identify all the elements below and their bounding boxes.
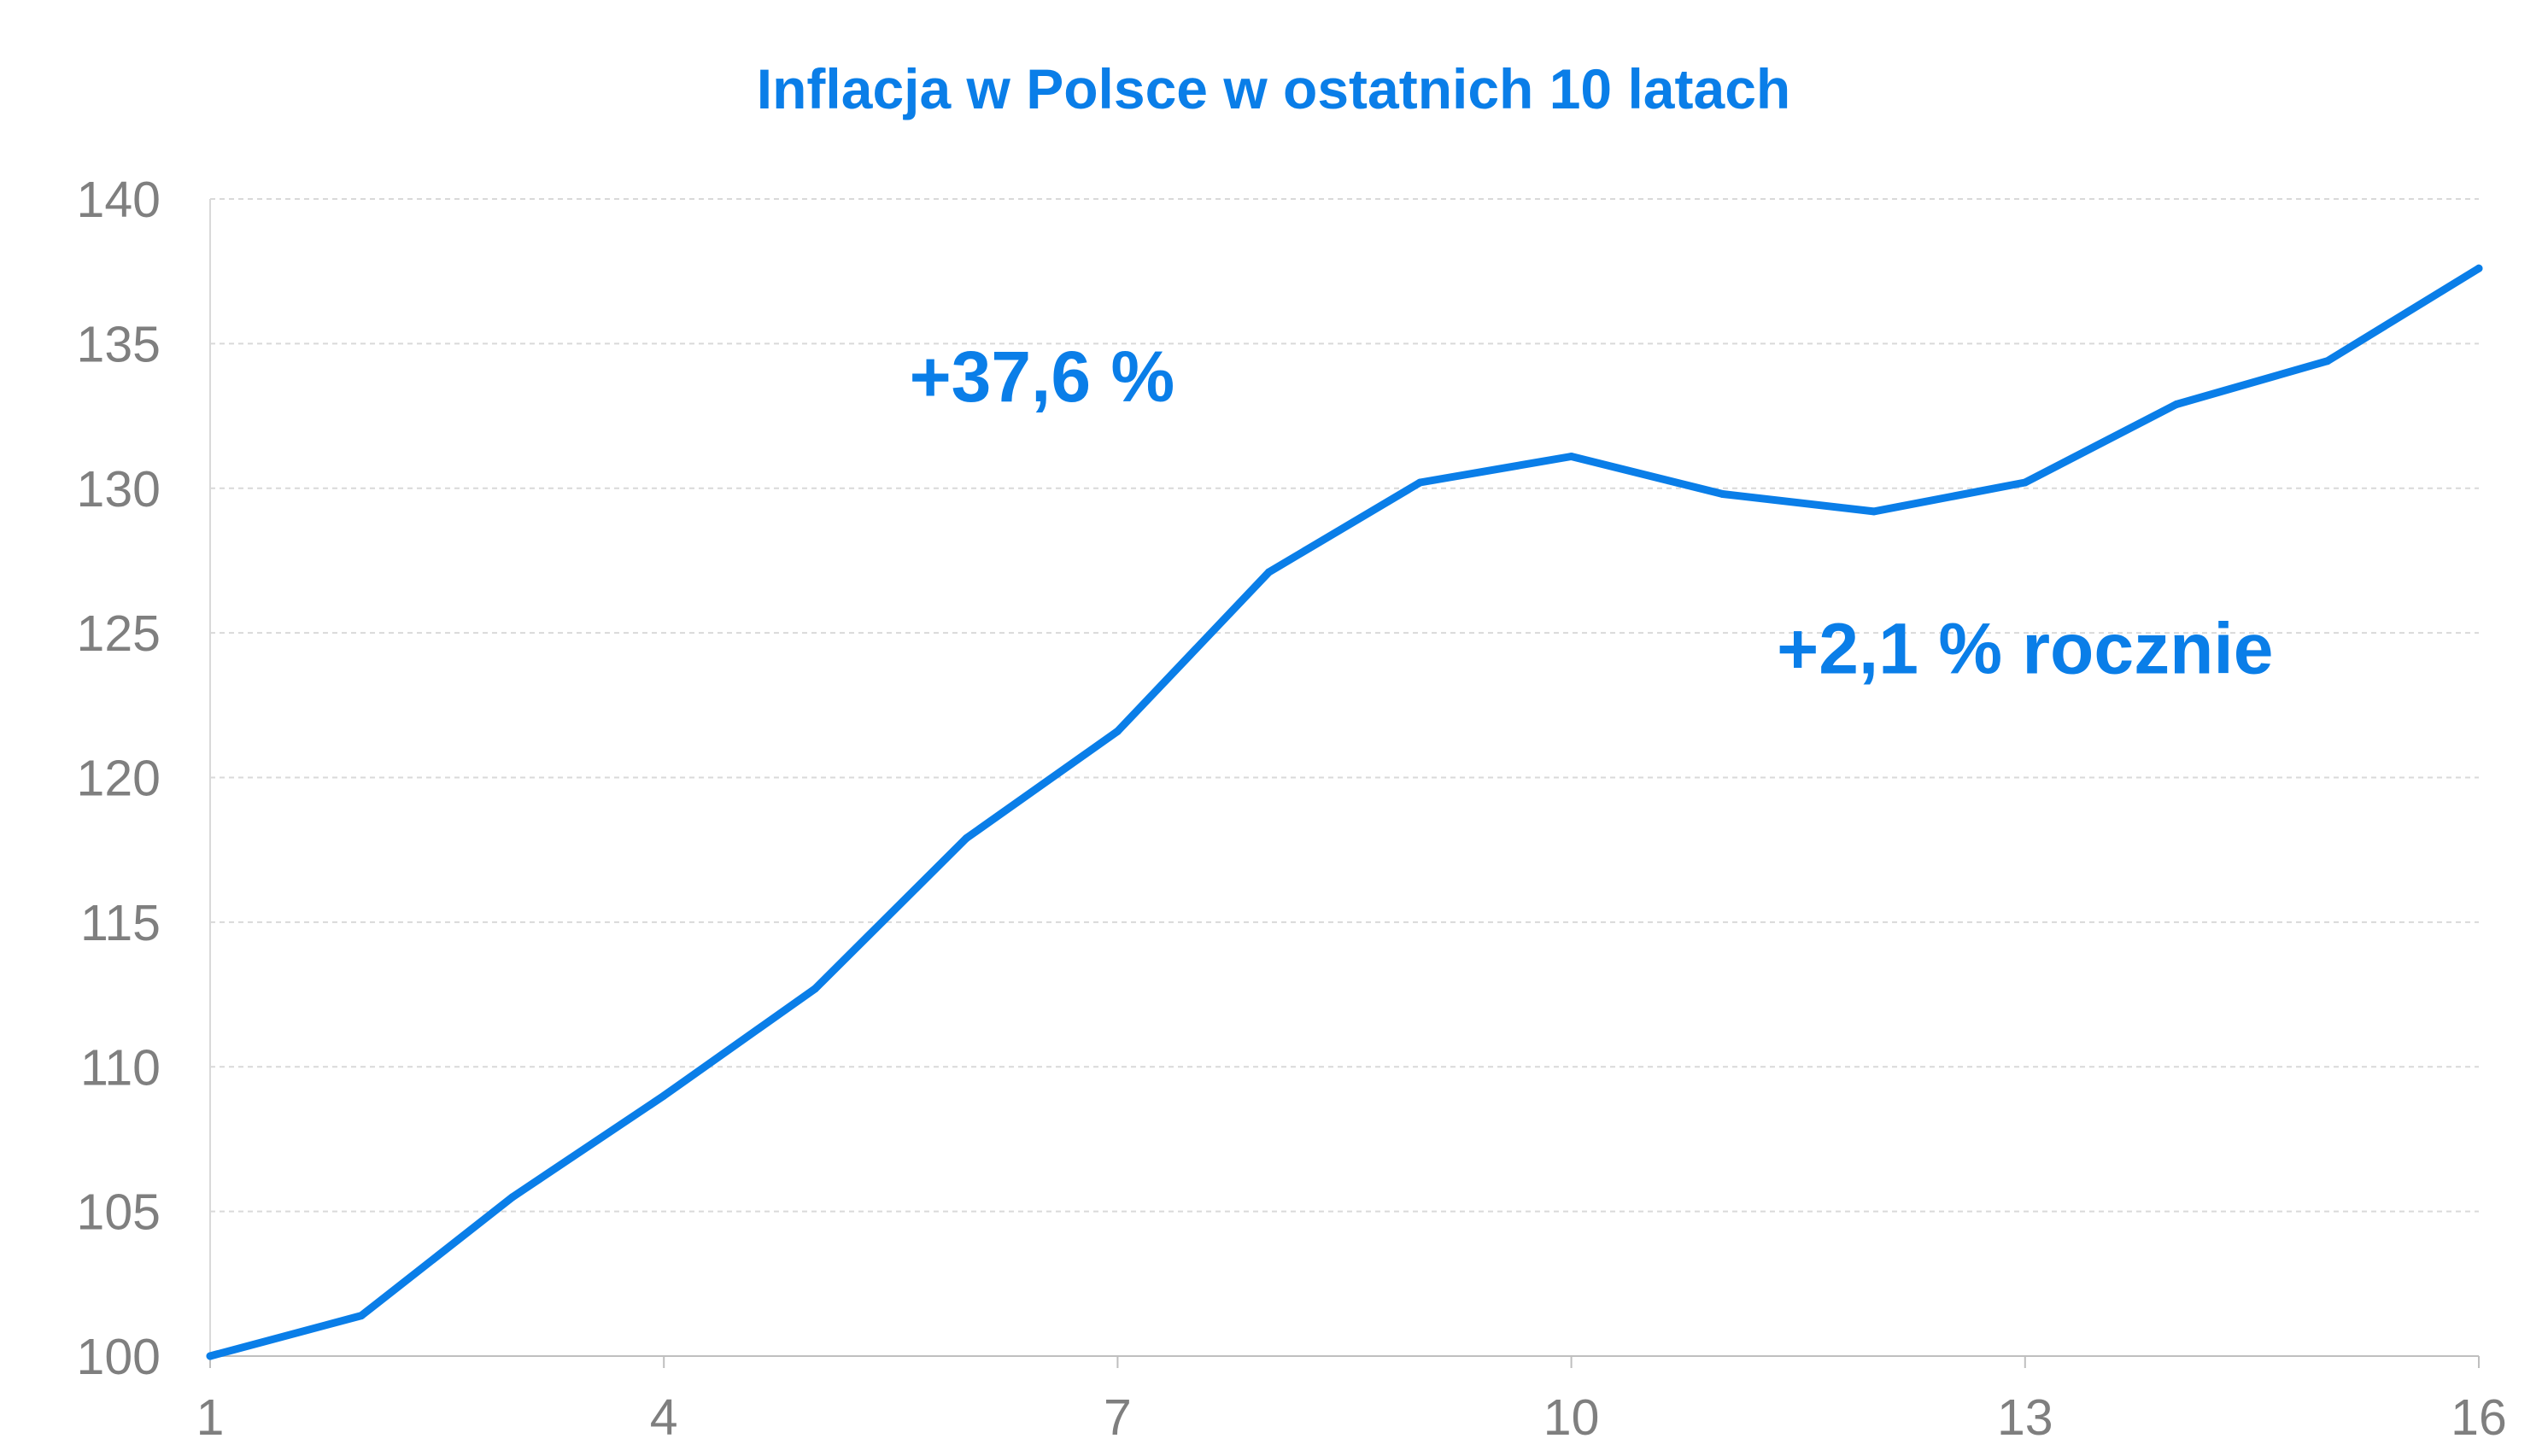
y-tick-label: 125 [77, 605, 161, 662]
data-point [1567, 452, 1576, 460]
x-tick-label: 10 [1543, 1389, 1600, 1446]
x-tick-label: 16 [2451, 1389, 2507, 1446]
annotation-layer: +37,6 % +2,1 % rocznie [910, 336, 2274, 688]
y-tick-label: 105 [77, 1184, 161, 1241]
y-tick-label: 140 [77, 172, 161, 228]
y-tick-label: 110 [80, 1039, 161, 1096]
y-tick-label: 115 [80, 895, 161, 951]
y-tick-label: 135 [77, 316, 161, 372]
annotation-label: +37,6 % [910, 336, 1175, 417]
data-point [1870, 507, 1878, 516]
data-point [962, 834, 970, 843]
data-point [1719, 490, 1727, 499]
data-point [2475, 264, 2483, 272]
data-point [508, 1193, 517, 1202]
data-point [1264, 568, 1273, 576]
y-axis-ticks: 100 105 110 115 120 125 130 135 140 [77, 172, 161, 1385]
x-axis-ticks: 1 4 7 10 13 16 [196, 1356, 2507, 1446]
chart-title: Inflacja w Polsce w ostatnich 10 latach [757, 57, 1790, 120]
data-point [2021, 478, 2030, 487]
x-tick-label: 4 [650, 1389, 678, 1446]
data-point [811, 985, 819, 993]
y-tick-label: 120 [77, 751, 161, 807]
series-line [206, 264, 2483, 1360]
grid-lines [210, 198, 2479, 1213]
data-point [206, 1352, 214, 1360]
data-point [2323, 357, 2332, 365]
axis-lines [209, 199, 2479, 1357]
y-tick-label: 100 [77, 1329, 161, 1385]
annotation-label: +2,1 % rocznie [1777, 609, 2273, 689]
x-tick-label: 1 [196, 1389, 225, 1446]
series-layer [206, 264, 2483, 1360]
data-point [357, 1312, 366, 1320]
data-point [659, 1091, 668, 1100]
data-point [1113, 727, 1122, 735]
x-tick-label: 13 [1997, 1389, 2053, 1446]
data-point [1416, 478, 1425, 487]
x-tick-label: 7 [1104, 1389, 1132, 1446]
data-point [2172, 401, 2181, 409]
y-tick-label: 130 [77, 461, 161, 517]
